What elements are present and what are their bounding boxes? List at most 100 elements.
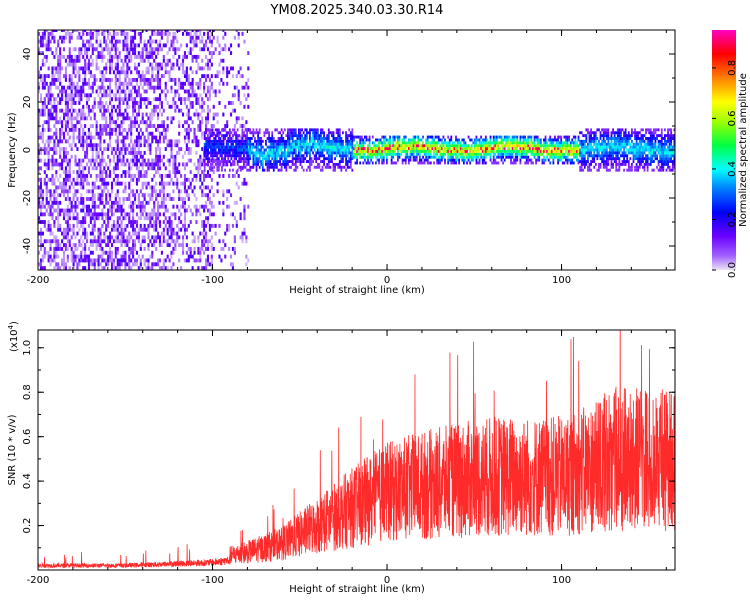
heatmap-cell [149,131,152,136]
heatmap-cell [84,231,87,236]
heatmap-cell [497,161,500,165]
heatmap-cell [120,30,123,32]
heatmap-cell [406,150,409,153]
heatmap-cell [116,189,119,194]
heatmap-cell [89,85,92,90]
heatmap-cell [137,158,140,163]
heatmap-cell [506,152,509,156]
heatmap-cell [155,66,158,71]
heatmap-cell [64,208,67,213]
heatmap-cell [64,120,67,125]
heatmap-cell [66,174,69,178]
heatmap-cell [133,227,137,232]
heatmap-cell [38,147,41,152]
heatmap-cell [166,139,169,144]
heatmap-cell [130,97,133,102]
heatmap-cell [370,147,373,151]
heatmap-cell [76,30,79,32]
heatmap-cell [285,162,288,166]
heatmap-cell [266,162,269,166]
heatmap-cell [181,81,185,86]
heatmap-cell [321,168,324,172]
heatmap-cell [335,145,338,149]
heatmap-cell [109,93,112,98]
heatmap-cell [107,154,110,159]
heatmap-cell [181,124,185,128]
heatmap-cell [277,151,280,155]
heatmap-cell [133,162,137,167]
heatmap-cell [348,145,351,149]
heatmap-cell [80,170,83,175]
heatmap-cell [197,85,200,90]
heatmap-cell [62,227,66,232]
heatmap-cell [337,151,340,155]
heatmap-cell [268,137,270,140]
heatmap-cell [229,51,233,56]
heatmap-cell [222,81,225,86]
heatmap-cell [415,144,418,148]
heatmap-cell [227,151,230,155]
heatmap-cell [157,220,160,224]
heatmap-cell [433,141,435,145]
heatmap-cell [480,155,483,159]
heatmap-cell [205,131,208,135]
heatmap-cell [47,258,50,263]
heatmap-cell [39,51,43,56]
heatmap-cell [318,142,321,146]
heatmap-cell [158,162,162,167]
heatmap-cell [141,254,144,259]
heatmap-cell [147,166,150,171]
heatmap-cell [176,39,179,44]
heatmap-cell [349,145,352,149]
heatmap-cell [124,81,127,86]
heatmap-cell [484,141,487,145]
heatmap-cell [213,165,216,169]
heatmap-cell [320,148,322,152]
heatmap-cell [93,135,96,140]
heatmap-cell [107,181,110,186]
heatmap-cell [84,250,87,255]
heatmap-cell [201,120,204,125]
heatmap-cell [470,158,473,162]
heatmap-cell [107,78,110,82]
heatmap-cell [110,131,114,136]
heatmap-cell [502,152,505,156]
heatmap-cell [128,124,131,128]
heatmap-cell [59,174,62,178]
heatmap-cell [219,162,222,166]
heatmap-cell [107,131,110,136]
heatmap-cell [199,31,202,36]
heatmap-cell [147,181,150,186]
heatmap-cell [217,165,220,169]
heatmap-cell [55,78,58,82]
heatmap-cell [68,212,71,217]
heatmap-cell [107,31,110,36]
heatmap-cell [481,144,484,148]
heatmap-cell [387,144,390,148]
heatmap-cell [174,143,177,148]
heatmap-cell [522,155,525,159]
heatmap-cell [233,151,236,155]
heatmap-cell [249,154,252,158]
heatmap-cell [168,74,171,79]
heatmap-cell [243,131,245,135]
heatmap-cell [41,108,44,113]
heatmap-cell [440,138,443,142]
heatmap-cell [174,104,177,109]
heatmap-cell [101,189,104,194]
heatmap-cell [338,165,341,169]
heatmap-cell [70,147,73,152]
heatmap-cell [172,227,175,232]
heatmap-cell [299,137,302,140]
heatmap-cell [89,62,92,67]
heatmap-cell [162,43,165,48]
heatmap-cell [412,135,415,139]
heatmap-cell [187,246,190,251]
heatmap-cell [335,137,338,140]
heatmap-cell [68,35,71,40]
heatmap-cell [68,116,71,121]
heatmap-cell [38,154,41,159]
heatmap-cell [78,158,81,163]
heatmap-cell [417,161,420,165]
heatmap-cell [114,62,117,67]
